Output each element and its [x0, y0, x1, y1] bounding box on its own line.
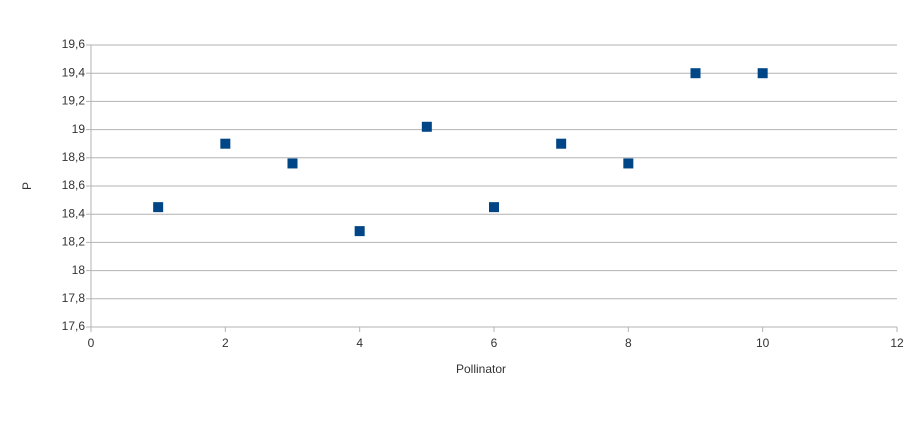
- point: [287, 158, 298, 169]
- y-tick-label: 18,2: [62, 235, 86, 249]
- x-tick-label: 12: [890, 336, 904, 350]
- x-tick-label: 10: [756, 336, 770, 350]
- y-axis-label: P: [20, 182, 34, 190]
- y-tick-label: 19,2: [62, 94, 86, 108]
- y-tick-label: 19,4: [62, 65, 86, 79]
- point: [354, 226, 365, 237]
- x-tick-label: 0: [88, 336, 95, 350]
- y-tick-label: 18,4: [62, 206, 86, 220]
- point: [690, 68, 701, 79]
- point: [489, 202, 499, 213]
- point: [220, 138, 231, 149]
- point: [556, 138, 567, 149]
- point: [623, 158, 634, 169]
- y-tick-label: 19: [72, 122, 86, 136]
- y-tick-label: 17,6: [62, 319, 86, 333]
- x-tick-label: 6: [491, 336, 498, 350]
- y-tick-label: 17,8: [62, 291, 86, 305]
- y-tick-label: 18,8: [62, 150, 86, 164]
- point: [153, 202, 164, 213]
- y-tick-label: 19,6: [62, 37, 86, 51]
- y-tick-label: 18: [72, 263, 86, 277]
- y-tick-label: 18,6: [62, 178, 86, 192]
- x-tick-label: 4: [356, 336, 363, 350]
- x-axis-label: Pollinator: [456, 362, 506, 376]
- point: [757, 68, 768, 79]
- point: [421, 121, 432, 132]
- x-tick-label: 2: [222, 336, 229, 350]
- x-tick-label: 8: [625, 336, 632, 350]
